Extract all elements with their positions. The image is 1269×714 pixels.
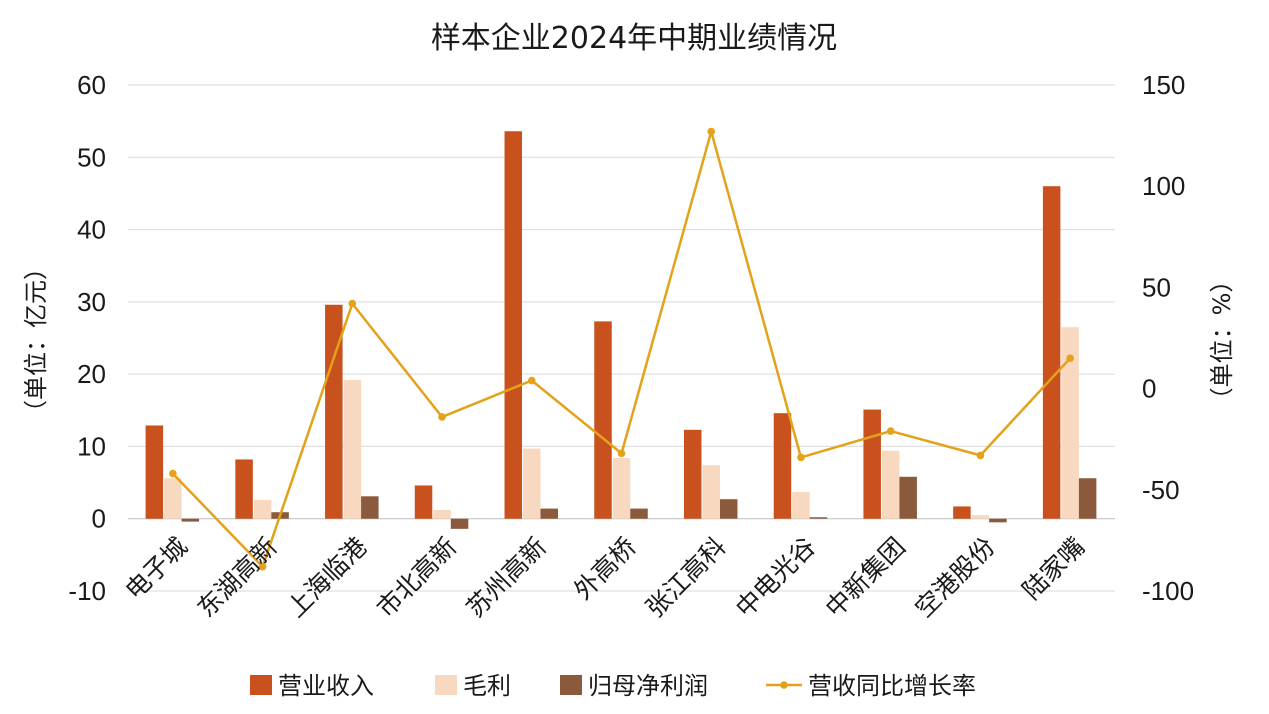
category-label: 上海临港 xyxy=(281,532,372,623)
bar-gross-profit xyxy=(253,499,272,519)
bar-gross-profit xyxy=(971,515,990,519)
right-tick-label: 150 xyxy=(1142,70,1185,100)
growth-point xyxy=(617,449,626,458)
bar-net-profit xyxy=(181,518,200,522)
left-tick-label: 10 xyxy=(77,431,106,461)
bar-revenue xyxy=(683,429,702,519)
growth-point xyxy=(258,562,267,571)
bar-gross-profit xyxy=(881,450,900,519)
right-tick-label: -50 xyxy=(1142,475,1180,505)
growth-line xyxy=(169,127,1074,571)
bar-revenue xyxy=(773,413,792,519)
category-label: 中电光谷 xyxy=(730,532,821,623)
bar-gross-profit xyxy=(164,478,182,519)
legend-label: 营业收入 xyxy=(278,672,374,700)
bar-net-profit xyxy=(989,518,1007,523)
bar-net-profit xyxy=(540,508,559,519)
category-label: 市北高新 xyxy=(371,532,462,623)
growth-point xyxy=(976,451,985,460)
right-tick-label: 50 xyxy=(1142,272,1171,302)
left-tick-label: 20 xyxy=(77,359,106,389)
left-tick-label: 0 xyxy=(92,504,106,534)
left-tick-label: 50 xyxy=(77,142,106,172)
growth-point xyxy=(348,299,357,308)
growth-point xyxy=(169,469,177,478)
bar-gross-profit xyxy=(792,491,810,519)
category-label: 空港股份 xyxy=(909,532,1000,623)
bar-revenue xyxy=(953,506,971,519)
left-axis-ticks: -10 0 10 20 30 40 50 60 xyxy=(68,70,106,606)
bar-gross-profit xyxy=(612,457,631,519)
bar-revenue xyxy=(325,304,343,519)
right-axis-title: （单位：%） xyxy=(1208,269,1236,412)
legend-swatch xyxy=(435,675,457,695)
growth-point xyxy=(438,413,446,421)
bar-net-profit xyxy=(361,496,379,519)
category-label: 外高桥 xyxy=(568,532,642,606)
left-axis-title: （单位：亿元） xyxy=(22,256,50,424)
bar-net-profit xyxy=(719,499,738,519)
legend-label: 营收同比增长率 xyxy=(808,672,976,700)
bar-gross-profit xyxy=(1061,327,1079,519)
bar-net-profit xyxy=(899,476,917,519)
right-tick-label: 100 xyxy=(1142,171,1185,201)
legend: 营业收入 毛利 归母净利润 营收同比增长率 xyxy=(250,672,976,700)
bar-revenue xyxy=(594,321,612,519)
bar-gross-profit xyxy=(433,510,451,519)
bar-net-profit xyxy=(450,518,469,529)
right-axis-ticks: -100 -50 0 50 100 150 xyxy=(1142,70,1194,606)
bar-gross-profit xyxy=(523,448,541,519)
right-tick-label: 0 xyxy=(1142,374,1156,404)
growth-point xyxy=(527,376,536,385)
bar-revenue xyxy=(145,425,164,519)
category-label: 苏州高新 xyxy=(461,532,552,623)
growth-point xyxy=(886,427,895,435)
category-label: 中新集团 xyxy=(820,532,911,623)
bar-revenue xyxy=(504,131,523,519)
growth-point xyxy=(797,453,805,462)
bar-revenue xyxy=(414,485,433,519)
chart-title: 样本企业2024年中期业绩情况 xyxy=(431,21,837,56)
left-tick-label: -10 xyxy=(68,576,106,606)
category-label: 张江高科 xyxy=(640,532,731,623)
category-label: 东湖高新 xyxy=(192,532,283,623)
left-tick-label: 30 xyxy=(77,287,106,317)
bar-net-profit xyxy=(809,517,828,519)
legend-swatch xyxy=(250,675,272,695)
category-label: 电子城 xyxy=(120,532,194,606)
growth-point xyxy=(1066,354,1074,363)
bars xyxy=(145,131,1097,529)
bar-revenue xyxy=(235,459,253,519)
bar-revenue xyxy=(863,409,881,519)
legend-swatch-point xyxy=(780,681,788,689)
left-tick-label: 40 xyxy=(77,215,106,245)
legend-label: 毛利 xyxy=(463,672,511,700)
bar-gross-profit xyxy=(702,465,720,519)
left-tick-label: 60 xyxy=(77,70,106,100)
category-label: 陆家嘴 xyxy=(1017,532,1091,606)
gridlines xyxy=(128,84,1115,592)
bar-gross-profit xyxy=(343,379,362,519)
legend-swatch xyxy=(560,675,582,695)
growth-point xyxy=(707,127,716,136)
bar-net-profit xyxy=(630,508,648,519)
bar-net-profit xyxy=(1078,478,1097,519)
right-tick-label: -100 xyxy=(1142,576,1194,606)
legend-label: 归母净利润 xyxy=(588,672,708,700)
bar-revenue xyxy=(1042,186,1061,519)
